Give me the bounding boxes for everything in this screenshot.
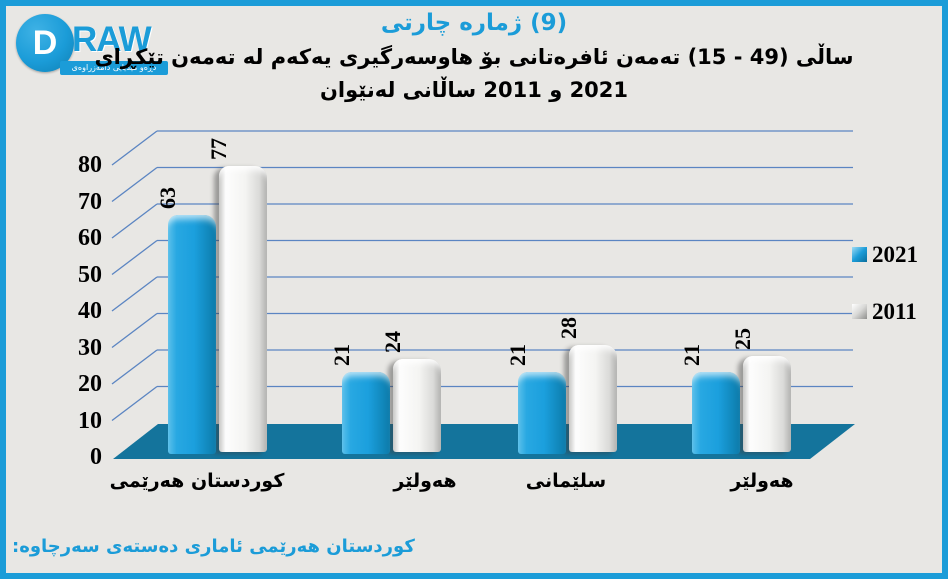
x-axis-category-1: ⁨هەرێمی⁩ ⁨کوردستان⁩ [109,470,285,492]
gridline-depth [111,312,158,349]
y-axis-tick-80: 80 [78,152,102,178]
y-axis-tick-10: 10 [78,407,102,434]
y-axis-tick-30: 30 [78,334,102,361]
data-label-2021-2: 21 [329,344,354,367]
y-axis-tick-0: 0 [90,444,102,470]
gridline-depth [111,385,158,422]
legend-item-2011: 2011 [852,300,918,323]
legend-item-2021: 2021 [852,243,918,266]
y-axis-tick-20: 20 [78,371,102,397]
gridline-depth [111,203,158,239]
data-label-2011-1: 77 [206,137,231,160]
bar-2011-1 [219,165,267,452]
draw-logo: D RAW ⁨دامەزراوەی⁩ ⁨میدیایی⁩ ⁨دڕەو⁩ [16,14,186,86]
data-label-2011-4: 25 [730,327,755,350]
gridline-depth [111,349,158,385]
title-block: ⁨چارتی⁩ ⁨ژماره⁩ ⁨(9)⁩ ⁨تێکڕای⁩ ⁨تەمەن⁩ ⁨… [6,10,942,107]
y-axis-tick-70: 70 [78,188,102,215]
gridline-depth [111,166,158,203]
data-label-2011-3: 28 [556,316,581,339]
gridline-depth [111,276,158,312]
data-label-2011-2: 24 [380,331,405,354]
gridline-depth [111,239,158,276]
chart-subtitle-line2: ⁨لەنێوان⁩ ⁨ساڵانی⁩ ⁨2011⁩ ⁨و⁩ ⁨2021⁩ [319,78,629,102]
logo-letter-d: D [32,24,58,62]
chart-subtitle-line1: ⁨تێکڕای⁩ ⁨تەمەن⁩ ⁨لە⁩ ⁨یەکەم⁩ ⁨هاوسەرگیر… [94,45,854,69]
bar-2011-4 [743,355,791,452]
bar-2011-3 [569,344,617,452]
x-axis-category-2: ⁨هەولێر⁩ [393,470,457,492]
legend-label-2011: 2011 [872,299,917,324]
logo-tagline: ⁨دامەزراوەی⁩ ⁨میدیایی⁩ ⁨دڕەو⁩ [60,61,168,75]
bar-2021-1 [168,215,216,454]
bar-2011-2 [393,359,441,452]
legend-marker-icon-2021 [852,247,867,262]
source-note: ⁨سەرچاوە:⁩ ⁨دەستەی⁩ ⁨ئاماری⁩ ⁨هەرێمی⁩ ⁨ک… [12,536,415,557]
data-label-2021-3: 21 [505,344,530,367]
legend-label-2021: 2021 [872,242,918,267]
y-axis-tick-50: 50 [78,261,102,288]
gridline-depth [111,130,158,166]
legend: 2021 2011 [852,243,918,323]
draw-logo-circle-icon: D [16,14,74,72]
y-axis-tick-60: 60 [78,225,102,251]
bar-2021-4 [692,372,740,454]
data-label-2021-1: 63 [155,187,180,210]
x-axis-category-3: ⁨سلێمانی⁩ [525,470,607,492]
bar-2021-2 [342,372,390,454]
legend-marker-icon-2011 [852,304,867,319]
chart-floor [113,424,855,459]
data-label-2021-4: 21 [679,344,704,367]
y-axis-tick-40: 40 [78,298,102,324]
logo-raw-text: RAW [72,20,152,59]
bar-2021-3 [518,372,566,454]
chart-number-title: ⁨چارتی⁩ ⁨ژماره⁩ ⁨(9)⁩ [380,10,568,36]
x-axis-category-4: ⁨هەولێر⁩ [730,470,794,492]
